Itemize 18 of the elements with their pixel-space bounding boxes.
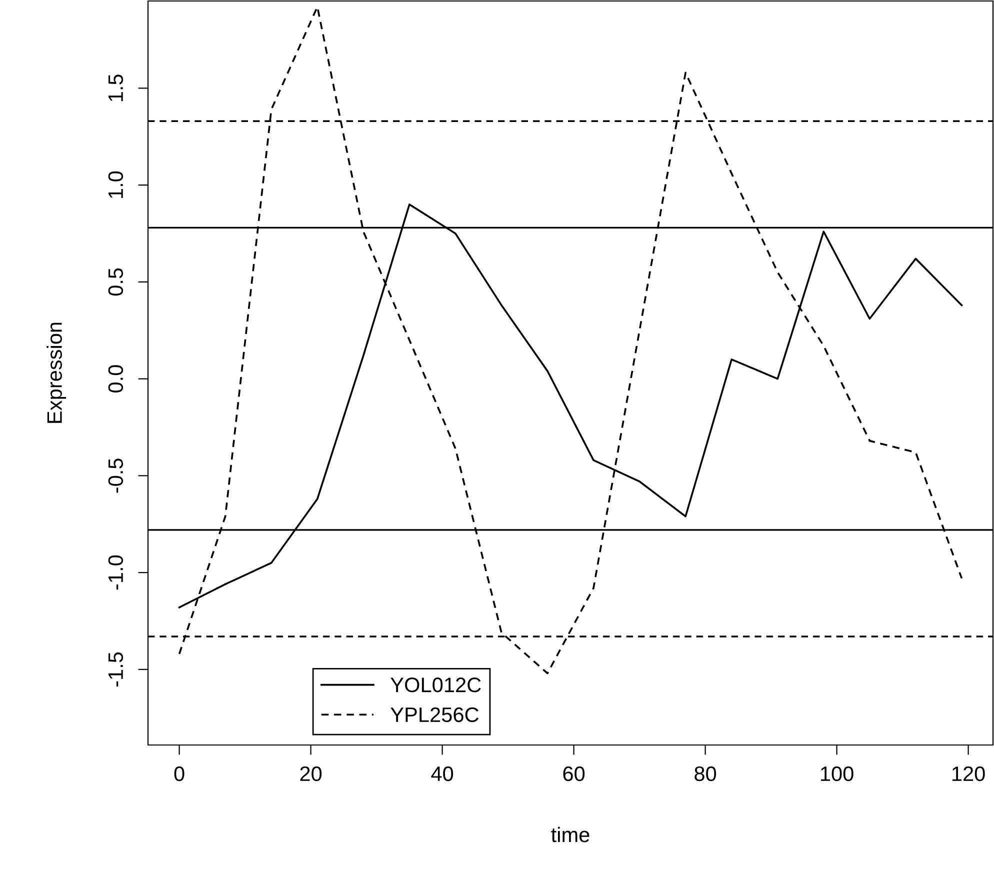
x-tick-label: 0	[174, 766, 184, 782]
x-tick-label: 40	[431, 766, 454, 782]
y-axis-title: Expression	[46, 322, 66, 423]
y-tick-label: 1.0	[108, 171, 124, 198]
legend-label: YPL256C	[390, 707, 479, 722]
x-tick-label: 120	[952, 766, 985, 782]
y-tick-label: -1.0	[108, 555, 124, 590]
x-tick-label: 60	[563, 766, 585, 782]
y-tick-label: 0.5	[108, 268, 124, 296]
x-tick-label: 20	[300, 766, 322, 782]
legend-label: YOL012C	[390, 678, 481, 692]
y-tick-label: -1.5	[108, 652, 124, 686]
x-tick-label: 80	[694, 766, 716, 782]
y-tick-label: 0.0	[108, 365, 124, 392]
x-axis-title: time	[551, 826, 590, 842]
y-tick-label: 1.5	[108, 74, 124, 102]
y-tick-label: -0.5	[108, 458, 124, 493]
x-tick-label: 100	[820, 766, 854, 782]
